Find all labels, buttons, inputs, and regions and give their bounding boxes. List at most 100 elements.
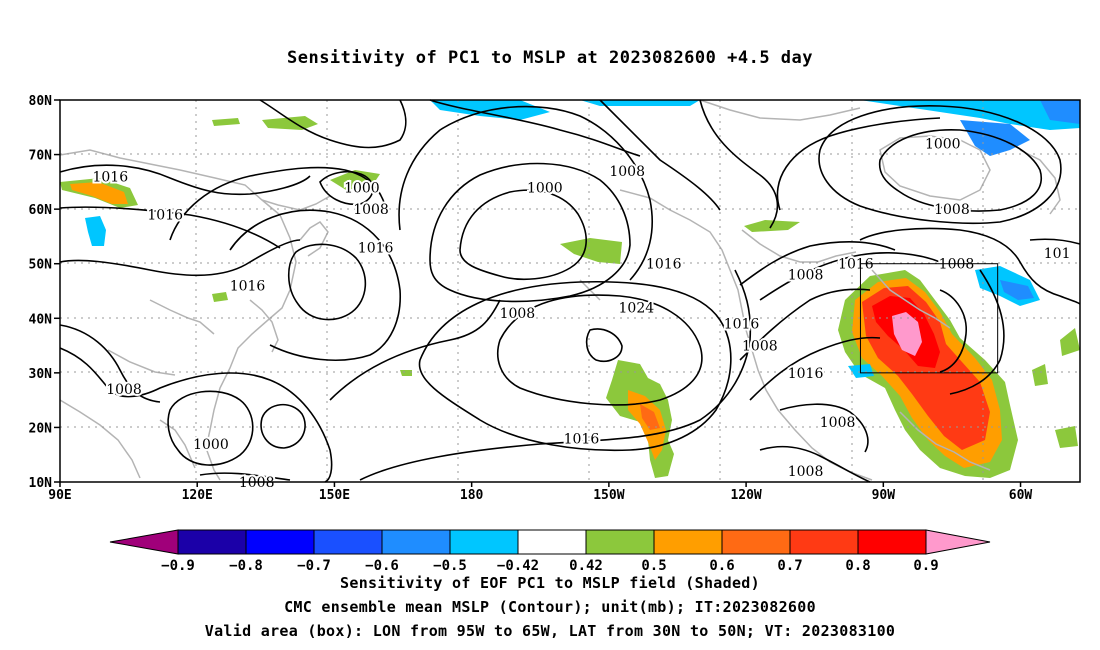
longitude-label: 120W bbox=[730, 488, 761, 503]
latitude-label: 40N bbox=[29, 312, 53, 327]
colorbar-tick-label: −0.6 bbox=[365, 558, 399, 574]
contour-label: 1008 bbox=[239, 475, 275, 491]
contour-label: 1024 bbox=[619, 300, 655, 316]
graticule bbox=[60, 100, 1080, 482]
colorbar-tick-label: −0.8 bbox=[229, 558, 263, 574]
negative-patch-labrador-core bbox=[1000, 280, 1034, 300]
colorbar-segment bbox=[245, 529, 315, 555]
latitude-label: 60N bbox=[29, 203, 53, 218]
latitude-label: 50N bbox=[29, 258, 53, 273]
positive-patch-hawaii-core2 bbox=[640, 404, 660, 430]
contour-label: 1016 bbox=[564, 431, 600, 447]
negative-patch-arctic3-core bbox=[1040, 100, 1080, 124]
contour-label: 1008 bbox=[353, 202, 389, 218]
colorbar-tick-label: 0.5 bbox=[641, 558, 666, 574]
colorbar-tick-label: 0.9 bbox=[913, 558, 938, 574]
contour-labels: 1016 1016 1000 1008 1016 1016 1000 1008 1016 1024… bbox=[90, 135, 1072, 493]
colorbar-segment bbox=[585, 529, 655, 555]
colorbar-tick-label: 0.6 bbox=[709, 558, 734, 574]
mslp-contours bbox=[59, 99, 1081, 483]
colorbar-tick-label: −0.5 bbox=[433, 558, 467, 574]
contour-label: 1008 bbox=[934, 202, 970, 218]
colorbar-segment bbox=[449, 529, 519, 555]
contour-label: 1008 bbox=[939, 257, 975, 273]
longitude-label: 90W bbox=[872, 488, 896, 503]
latitude-label: 30N bbox=[29, 367, 53, 382]
longitude-label: 90E bbox=[48, 488, 71, 503]
colorbar-right-arrow bbox=[925, 529, 991, 555]
contour-label: 101 bbox=[1044, 246, 1071, 262]
colorbar-segment bbox=[857, 529, 927, 555]
negative-patch-arctic3 bbox=[860, 100, 1080, 130]
contour-label: 1008 bbox=[788, 464, 824, 480]
positive-patch-east-asia-core bbox=[70, 182, 128, 204]
contour-label: 1016 bbox=[788, 366, 824, 382]
positive-patch-atlantic bbox=[1060, 328, 1080, 356]
longitude-label: 150W bbox=[593, 488, 624, 503]
positive-patch-siberia2 bbox=[212, 118, 240, 126]
colorbar-tick-label: −0.7 bbox=[297, 558, 331, 574]
negative-patch-siberia-blue bbox=[85, 216, 106, 246]
valid-area-box bbox=[859, 263, 999, 374]
positive-patch-gulf-alaska bbox=[560, 238, 622, 264]
contour-label: 1000 bbox=[925, 137, 961, 153]
contour-label: 1016 bbox=[646, 257, 682, 273]
map-title: Sensitivity of PC1 to MSLP at 2023082600… bbox=[286, 48, 813, 68]
colorbar-tick-label: 0.7 bbox=[777, 558, 802, 574]
positive-patch-small1 bbox=[212, 292, 228, 302]
contour-label: 1000 bbox=[527, 180, 563, 196]
contour-label: 1016 bbox=[230, 279, 266, 295]
positive-patch-atlantic2 bbox=[1032, 364, 1048, 386]
longitude-label: 180 bbox=[460, 488, 484, 503]
colorbar-tick-labels: −0.9 −0.8 −0.7 −0.6 −0.5 −0.42 0.42 0.5 0.6 0.7 0.… bbox=[161, 558, 939, 574]
colorbar-segment bbox=[177, 529, 247, 555]
contour-label: 1008 bbox=[788, 268, 824, 284]
colorbar-tick-label: −0.42 bbox=[497, 558, 539, 574]
colorbar-segment bbox=[653, 529, 723, 555]
longitude-label: 60W bbox=[1009, 488, 1033, 503]
latitude-labels: 80N 70N 60N 50N 40N 30N 20N 10N bbox=[29, 94, 60, 491]
latitude-label: 10N bbox=[29, 476, 53, 491]
positive-patch-us-east-pink bbox=[892, 312, 922, 356]
map-frame bbox=[59, 99, 1081, 483]
shaded-sensitivity bbox=[60, 100, 1080, 478]
contour-label: 1016 bbox=[92, 169, 128, 185]
contour-label: 1016 bbox=[147, 208, 183, 224]
colorbar-tick-label: 0.8 bbox=[845, 558, 870, 574]
contour-label: 1008 bbox=[742, 339, 778, 355]
caption-contour: CMC ensemble mean MSLP (Contour); unit(m… bbox=[284, 598, 816, 616]
contour-label: 1016 bbox=[724, 317, 760, 333]
caption-shaded: Sensitivity of EOF PC1 to MSLP field (Sh… bbox=[340, 574, 760, 592]
colorbar-segment bbox=[381, 529, 451, 555]
contour-label: 1008 bbox=[500, 306, 536, 322]
contour-label: 1008 bbox=[106, 382, 142, 398]
negative-patch-arctic2 bbox=[580, 100, 700, 106]
colorbar-tick-label: −0.9 bbox=[161, 558, 195, 574]
colorbar bbox=[109, 529, 991, 555]
colorbar-segment bbox=[313, 529, 383, 555]
caption-valid-area: Valid area (box): LON from 95W to 65W, L… bbox=[204, 622, 896, 640]
contour-label: 1008 bbox=[820, 415, 856, 431]
latitude-label: 80N bbox=[29, 94, 53, 109]
latitude-label: 20N bbox=[29, 421, 53, 436]
colorbar-segment bbox=[517, 529, 587, 555]
colorbar-left-arrow bbox=[109, 529, 179, 555]
contour-label: 1000 bbox=[344, 180, 380, 196]
colorbar-segment bbox=[721, 529, 791, 555]
longitude-label: 120E bbox=[182, 488, 213, 503]
positive-patch-siberia bbox=[262, 116, 318, 130]
positive-patch-kamchatka bbox=[330, 170, 380, 190]
colorbar-tick-label: 0.42 bbox=[569, 558, 603, 574]
longitude-label: 150E bbox=[319, 488, 350, 503]
positive-patch-atlantic3 bbox=[1055, 426, 1078, 448]
colorbar-segment bbox=[789, 529, 859, 555]
contour-label: 1008 bbox=[609, 164, 645, 180]
negative-patch-gulf bbox=[848, 364, 874, 378]
contour-label: 1000 bbox=[193, 437, 229, 453]
longitude-labels: 90E 120E 150E 180 150W 120W 90W 60W bbox=[48, 482, 1032, 503]
latitude-label: 70N bbox=[29, 149, 53, 164]
positive-patch-small2 bbox=[400, 370, 412, 376]
contour-label: 1016 bbox=[838, 257, 874, 273]
contour-label: 1016 bbox=[358, 240, 394, 256]
